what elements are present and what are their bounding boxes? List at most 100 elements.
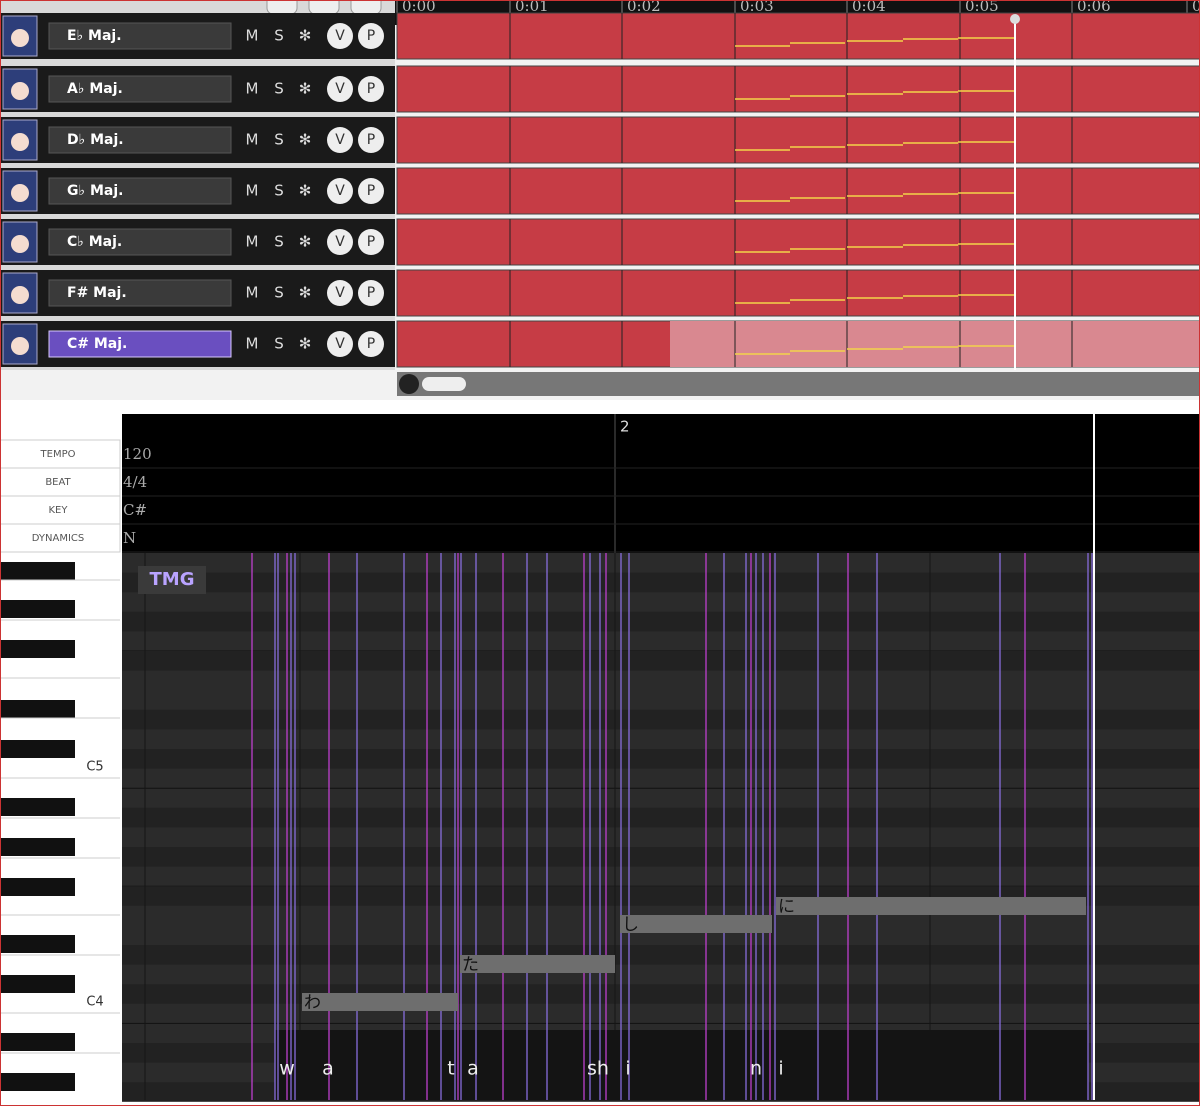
track-round-button[interactable] xyxy=(358,127,384,153)
note[interactable] xyxy=(776,897,1086,915)
grid-row-dark xyxy=(122,807,1200,828)
track-button: M xyxy=(246,131,259,149)
track-button: V xyxy=(335,285,345,301)
track-name-field[interactable] xyxy=(48,126,232,154)
grid-row-dark xyxy=(122,651,1200,671)
track-round-button[interactable] xyxy=(358,178,384,204)
black-key[interactable] xyxy=(0,1073,75,1091)
toolbar-button[interactable] xyxy=(266,0,298,15)
playhead-knob[interactable] xyxy=(1010,14,1020,24)
phoneme: sh xyxy=(587,1058,609,1080)
track-name-field[interactable] xyxy=(48,22,232,50)
track-button: P xyxy=(367,285,375,301)
track-round-button[interactable] xyxy=(327,280,353,306)
clip xyxy=(396,269,1200,317)
ruler-label: 0:04 xyxy=(852,0,886,15)
black-key[interactable] xyxy=(0,975,75,993)
track-button: M xyxy=(246,182,259,200)
ruler-label: 0:01 xyxy=(515,0,549,15)
param-value: N xyxy=(123,529,136,547)
track-round-button[interactable] xyxy=(327,331,353,357)
track-button: ✻ xyxy=(299,335,312,353)
track-button: V xyxy=(335,336,345,352)
clip xyxy=(396,116,1200,164)
track-name-field[interactable] xyxy=(48,330,232,358)
ruler-label: 0:02 xyxy=(627,0,661,15)
scroll-thumb[interactable] xyxy=(422,377,466,391)
track-name: A♭ Maj. xyxy=(67,81,123,97)
param-value: 4/4 xyxy=(123,473,147,491)
track-round-button[interactable] xyxy=(327,76,353,102)
grid-row-dark xyxy=(122,572,1200,593)
track-round-button[interactable] xyxy=(327,127,353,153)
track-button: M xyxy=(246,27,259,45)
clip xyxy=(396,12,1200,60)
track-name: C♭ Maj. xyxy=(67,234,122,250)
track-round-button[interactable] xyxy=(327,229,353,255)
black-key[interactable] xyxy=(0,740,75,758)
track-round-button[interactable] xyxy=(358,76,384,102)
ruler-label: 0:03 xyxy=(740,0,774,15)
track-button: S xyxy=(274,131,284,149)
toolbar-button[interactable] xyxy=(350,0,382,15)
track-button: V xyxy=(335,132,345,148)
track-button: M xyxy=(246,284,259,302)
grid-row-dark xyxy=(122,749,1200,769)
avatar-face xyxy=(11,82,29,100)
track-button: S xyxy=(274,182,284,200)
avatar-face xyxy=(11,184,29,202)
track-button: M xyxy=(246,335,259,353)
track-name-field[interactable] xyxy=(48,177,232,205)
black-key[interactable] xyxy=(0,640,75,658)
clip xyxy=(396,65,1200,113)
phoneme: n xyxy=(750,1058,762,1080)
track-name: F# Maj. xyxy=(67,285,127,301)
track-round-button[interactable] xyxy=(358,23,384,49)
black-key[interactable] xyxy=(0,798,75,816)
black-key[interactable] xyxy=(0,935,75,953)
scroll-button[interactable] xyxy=(399,374,419,394)
grid-row-dark xyxy=(122,945,1200,965)
track-name-field[interactable] xyxy=(48,228,232,256)
black-key[interactable] xyxy=(0,562,75,580)
param-label: TEMPO xyxy=(40,449,76,460)
black-key[interactable] xyxy=(0,700,75,718)
track-round-button[interactable] xyxy=(358,229,384,255)
black-key[interactable] xyxy=(0,600,75,618)
ruler-label: 0:05 xyxy=(965,0,999,15)
track-button: ✻ xyxy=(299,80,312,98)
track-name: D♭ Maj. xyxy=(67,132,124,148)
note[interactable] xyxy=(460,955,615,973)
black-key[interactable] xyxy=(0,1033,75,1051)
param-label-cell xyxy=(0,439,121,469)
track-button: P xyxy=(367,28,375,44)
track-round-button[interactable] xyxy=(358,280,384,306)
scrollbar[interactable] xyxy=(397,372,1200,396)
black-key[interactable] xyxy=(0,878,75,896)
track-button: ✻ xyxy=(299,233,312,251)
toolbar-button[interactable] xyxy=(308,0,340,15)
avatar-face xyxy=(11,337,29,355)
track-button: P xyxy=(367,132,375,148)
grid-row-dark xyxy=(122,847,1200,867)
phoneme-band xyxy=(275,1030,1088,1100)
measure-number: 2 xyxy=(620,418,630,436)
track-name: C# Maj. xyxy=(67,336,127,352)
note[interactable] xyxy=(620,915,772,933)
note[interactable] xyxy=(302,993,458,1011)
track-name-field[interactable] xyxy=(48,75,232,103)
param-label: BEAT xyxy=(45,477,71,488)
track-round-button[interactable] xyxy=(358,331,384,357)
track-button: M xyxy=(246,233,259,251)
track-button: S xyxy=(274,27,284,45)
track-name-field[interactable] xyxy=(48,279,232,307)
track-round-button[interactable] xyxy=(327,23,353,49)
param-value: 120 xyxy=(123,445,152,463)
track-button: S xyxy=(274,335,284,353)
track-round-button[interactable] xyxy=(327,178,353,204)
track-button: V xyxy=(335,28,345,44)
track-name: E♭ Maj. xyxy=(67,28,122,44)
black-key[interactable] xyxy=(0,838,75,856)
phoneme: a xyxy=(467,1058,479,1080)
